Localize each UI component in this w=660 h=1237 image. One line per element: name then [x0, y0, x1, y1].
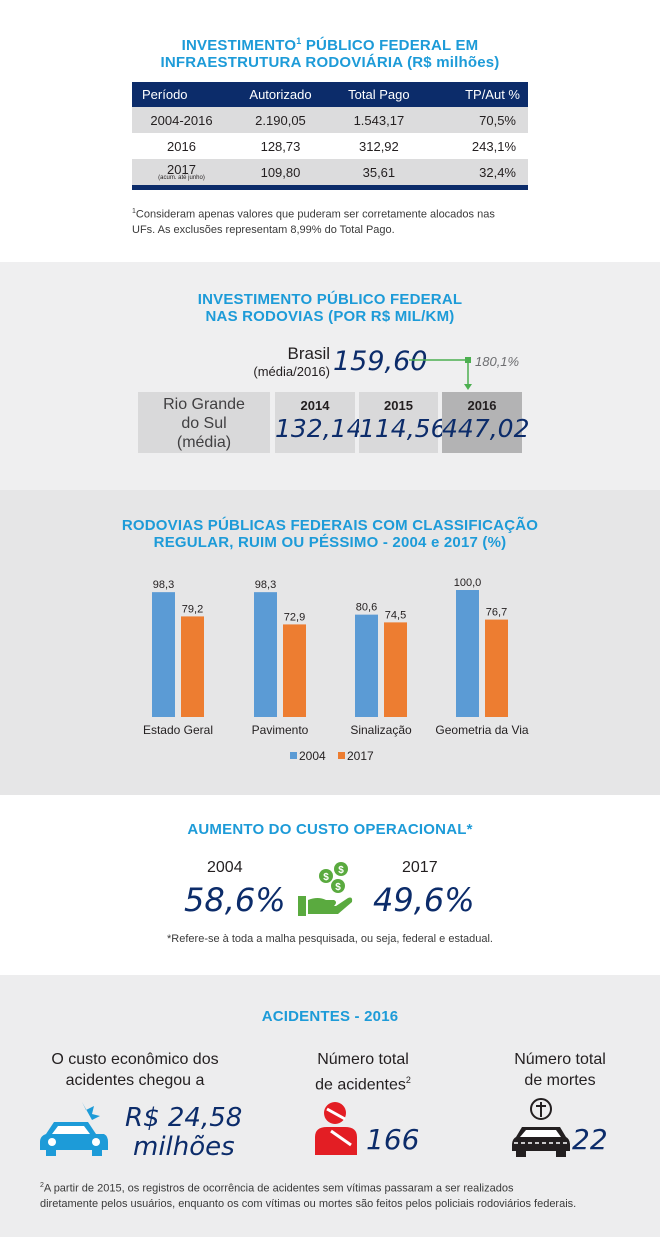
investment-per-km-section: INVESTIMENTO PÚBLICO FEDERAL NAS RODOVIA…: [0, 262, 660, 490]
table-bottom-rule: [132, 185, 528, 190]
table-row: 2017 (acum. até junho) 109,80 35,61 32,4…: [132, 159, 528, 185]
cell-autorizado: 128,73: [231, 133, 330, 159]
legend-swatch-2017: [338, 752, 345, 759]
cell-autorizado: 2.190,05: [231, 107, 330, 133]
col-header-tp-aut: TP/Aut %: [427, 82, 528, 107]
brasil-value: 159,60: [333, 346, 428, 377]
section-title: ACIDENTES - 2016: [261, 1008, 399, 1025]
svg-text:$: $: [338, 865, 344, 876]
data-label: 76,7: [486, 607, 507, 619]
injured-person-icon: [315, 1102, 357, 1155]
bar-chart: 98,3 79,2 Estado Geral 98,3 72,9 Pavimento 80,…: [143, 577, 529, 763]
data-label: 80,6: [356, 602, 377, 614]
cost-2004-value: 58,6%: [184, 881, 286, 919]
cost-label: O custo econômico dos acidentes chegou a: [51, 1051, 219, 1089]
cell-total-pago: 1.543,17: [329, 107, 428, 133]
money-hand-icon: $ $ $: [298, 862, 353, 916]
investment-table: Período Autorizado Total Pago TP/Aut % 2…: [132, 82, 528, 185]
table-row: 2016 128,73 312,92 243,1%: [132, 133, 528, 159]
deaths-label: Número total de mortes: [514, 1051, 606, 1089]
bar-2017: [181, 616, 204, 717]
bar-2017: [485, 619, 508, 717]
brasil-label: Brasil (média/2016): [253, 344, 330, 379]
footnote: 2A partir de 2015, os registros de ocorr…: [40, 1182, 577, 1210]
section-title: INVESTIMENTO1 PÚBLICO FEDERAL EM INFRAES…: [160, 36, 500, 71]
legend-swatch-2004: [290, 752, 297, 759]
cell-total-pago: 312,92: [329, 133, 428, 159]
wrecked-car-cross-icon: [512, 1098, 570, 1157]
svg-text:$: $: [335, 882, 341, 893]
bar-2004: [254, 592, 277, 717]
accidents-section: ACIDENTES - 2016 O custo econômico dos a…: [0, 975, 660, 1237]
category-label: Geometria da Via: [435, 723, 528, 737]
bar-2004: [355, 614, 378, 717]
growth-arrow-icon: [409, 357, 472, 390]
growth-percent: 180,1%: [475, 354, 520, 369]
bar-2017: [283, 624, 306, 717]
section-title: RODOVIAS PÚBLICAS FEDERAIS COM CLASSIFIC…: [121, 517, 539, 551]
legend-label: 2004: [299, 749, 326, 763]
col-header-total-pago: Total Pago: [329, 82, 428, 107]
year-box-2015: 2015 114,56: [359, 392, 446, 453]
table-header-row: Período Autorizado Total Pago TP/Aut %: [132, 82, 528, 107]
data-label: 98,3: [255, 579, 276, 591]
cell-note: (acum. até junho): [158, 174, 205, 181]
cell-tp-aut: 243,1%: [427, 133, 528, 159]
data-label: 79,2: [182, 603, 203, 615]
cell-periodo: 2004-2016: [132, 107, 231, 133]
year-2004-label: 2004: [207, 859, 243, 876]
section-title: INVESTIMENTO PÚBLICO FEDERAL NAS RODOVIA…: [197, 291, 463, 325]
cost-2017-value: 49,6%: [373, 881, 475, 919]
legend-label: 2017: [347, 749, 374, 763]
data-label: 100,0: [454, 577, 482, 589]
category-label: Estado Geral: [143, 723, 213, 737]
rs-label-box: Rio Grande do Sul (média): [138, 392, 270, 453]
category-label: Pavimento: [252, 723, 309, 737]
cell-tp-aut: 70,5%: [427, 107, 528, 133]
bar-2017: [384, 622, 407, 717]
category-label: Sinalização: [350, 723, 412, 737]
year-2017-label: 2017: [402, 859, 438, 876]
svg-text:$: $: [323, 872, 329, 883]
data-label: 74,5: [385, 609, 406, 621]
col-header-autorizado: Autorizado: [231, 82, 330, 107]
accidents-value: 166: [366, 1123, 420, 1156]
section-title: AUMENTO DO CUSTO OPERACIONAL*: [187, 821, 473, 838]
cell-tp-aut: 32,4%: [427, 159, 528, 185]
data-label: 72,9: [284, 611, 305, 623]
table-row: 2004-2016 2.190,05 1.543,17 70,5%: [132, 107, 528, 133]
car-crash-icon: [40, 1102, 108, 1156]
footnote: *Refere-se à toda a malha pesquisada, ou…: [167, 933, 493, 945]
bar-2004: [152, 592, 175, 717]
cell-periodo: 2016: [132, 133, 231, 159]
cell-autorizado: 109,80: [231, 159, 330, 185]
road-condition-section: RODOVIAS PÚBLICAS FEDERAIS COM CLASSIFIC…: [0, 490, 660, 795]
cell-total-pago: 35,61: [329, 159, 428, 185]
accidents-label: Número total de acidentes2: [315, 1051, 411, 1094]
deaths-value: 22: [572, 1123, 608, 1156]
year-box-2014: 2014 132,14: [275, 392, 362, 453]
year-box-2016: 2016 447,02: [442, 392, 529, 453]
investment-infrastructure-section: INVESTIMENTO1 PÚBLICO FEDERAL EM INFRAES…: [0, 0, 660, 262]
cost-value: R$ 24,58 milhões: [125, 1103, 243, 1162]
data-label: 98,3: [153, 579, 174, 591]
operational-cost-section: AUMENTO DO CUSTO OPERACIONAL* 2004 58,6%…: [0, 795, 660, 975]
col-header-periodo: Período: [132, 82, 231, 107]
bar-2004: [456, 590, 479, 717]
footnote: 1Consideram apenas valores que puderam s…: [132, 208, 495, 236]
cell-periodo: 2017 (acum. até junho): [132, 159, 231, 185]
